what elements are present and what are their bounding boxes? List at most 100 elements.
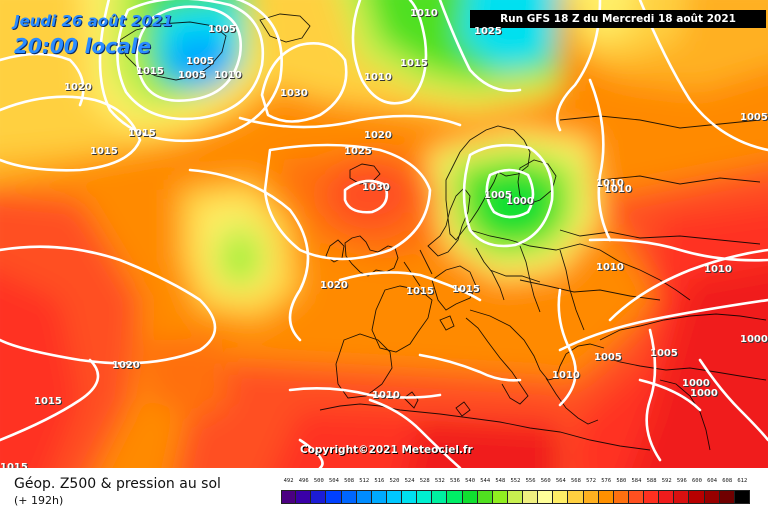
legend-swatch: 552 [507, 478, 523, 504]
isobar-label: 1010 [596, 178, 624, 189]
legend-swatch: 612 [734, 478, 750, 504]
legend-swatch: 508 [341, 478, 357, 504]
legend-color [417, 490, 433, 504]
legend-swatch: 568 [568, 478, 584, 504]
legend-label: 560 [540, 478, 551, 484]
legend-label: 508 [344, 478, 355, 484]
isobar-label: 1020 [364, 130, 392, 141]
z500-color-field [0, 0, 768, 468]
legend-color [371, 490, 387, 504]
isobar-label: 1015 [452, 284, 480, 295]
legend-color [644, 490, 660, 504]
isobar-lines [0, 0, 768, 468]
legend-swatch: 576 [598, 478, 614, 504]
legend-swatch: 560 [538, 478, 554, 504]
legend-swatch: 596 [674, 478, 690, 504]
legend-label: 492 [283, 478, 294, 484]
isobar-label: 1010 [364, 72, 392, 83]
isobar-label: 1010 [372, 390, 400, 401]
legend-color [386, 490, 402, 504]
legend-color [296, 490, 312, 504]
isobar-label: 1000 [690, 388, 718, 399]
legend-label: 592 [661, 478, 672, 484]
legend-label: 496 [298, 478, 309, 484]
isobar-label: 1000 [682, 378, 710, 389]
legend-swatch: 516 [371, 478, 387, 504]
legend-color [281, 490, 297, 504]
legend-swatch: 540 [462, 478, 478, 504]
legend-color [553, 490, 569, 504]
legend-swatch: 548 [492, 478, 508, 504]
legend-label: 548 [495, 478, 506, 484]
isobar-label: 1015 [128, 128, 156, 139]
isobar-label: 1010 [596, 262, 624, 273]
legend-swatch: 592 [659, 478, 675, 504]
legend-color [447, 490, 463, 504]
legend-label: 520 [389, 478, 400, 484]
legend-swatch: 600 [689, 478, 705, 504]
geopotential-map [0, 0, 768, 468]
legend-color [568, 490, 584, 504]
legend-label: 500 [313, 478, 324, 484]
legend-swatch: 496 [296, 478, 312, 504]
z500-color-legend: 492 496 500 504 508 512 516 520 524 528 532 536 540 5… [281, 478, 750, 504]
legend-color [402, 490, 418, 504]
isobar-label: 1030 [362, 182, 390, 193]
legend-label: 504 [328, 478, 339, 484]
isobar-label: 1010 [704, 264, 732, 275]
isobar-label: 1005 [178, 70, 206, 81]
legend-color [598, 490, 614, 504]
legend-label: 588 [646, 478, 657, 484]
legend-swatch: 504 [326, 478, 342, 504]
legend-label: 524 [404, 478, 415, 484]
isobar-label: 1010 [604, 184, 632, 195]
legend-label: 536 [449, 478, 460, 484]
legend-swatch: 588 [644, 478, 660, 504]
isobar-label: 1020 [112, 360, 140, 371]
legend-swatch: 564 [553, 478, 569, 504]
legend-color [689, 490, 705, 504]
legend-swatch: 520 [386, 478, 402, 504]
legend-label: 544 [480, 478, 491, 484]
legend-swatch: 528 [417, 478, 433, 504]
legend-color [538, 490, 554, 504]
legend-color [613, 490, 629, 504]
legend-color [734, 490, 750, 504]
legend-label: 572 [586, 478, 597, 484]
legend-swatch: 572 [583, 478, 599, 504]
legend-label: 532 [434, 478, 445, 484]
isobar-label: 1010 [410, 8, 438, 19]
legend-color [326, 490, 342, 504]
legend-label: 580 [616, 478, 627, 484]
legend-swatch: 492 [281, 478, 297, 504]
legend-color [432, 490, 448, 504]
isobar-label: 1005 [186, 56, 214, 67]
isobar-label: 1015 [90, 146, 118, 157]
legend-color [341, 490, 357, 504]
legend-swatch: 536 [447, 478, 463, 504]
isobar-label: 1030 [280, 88, 308, 99]
legend-color [523, 490, 539, 504]
isobar-label: 1010 [552, 370, 580, 381]
legend-label: 608 [722, 478, 733, 484]
isobar-label: 1025 [344, 146, 372, 157]
map-title: Géop. Z500 & pression au sol [14, 476, 221, 492]
legend-swatch: 584 [628, 478, 644, 504]
coastlines [119, 13, 767, 451]
legend-color [674, 490, 690, 504]
legend-label: 576 [601, 478, 612, 484]
legend-label: 540 [465, 478, 476, 484]
legend-label: 604 [707, 478, 718, 484]
isobar-label: 1005 [650, 348, 678, 359]
isobar-label: 1015 [400, 58, 428, 69]
run-info-banner: Run GFS 18 Z du Mercredi 18 août 2021 [470, 10, 766, 28]
legend-color [462, 490, 478, 504]
isobar-label: 1025 [474, 26, 502, 37]
legend-swatch: 604 [704, 478, 720, 504]
legend-label: 528 [419, 478, 430, 484]
legend-swatch: 580 [613, 478, 629, 504]
legend-label: 596 [676, 478, 687, 484]
isobar-label: 1005 [740, 112, 768, 123]
legend-label: 552 [510, 478, 521, 484]
legend-label: 568 [570, 478, 581, 484]
